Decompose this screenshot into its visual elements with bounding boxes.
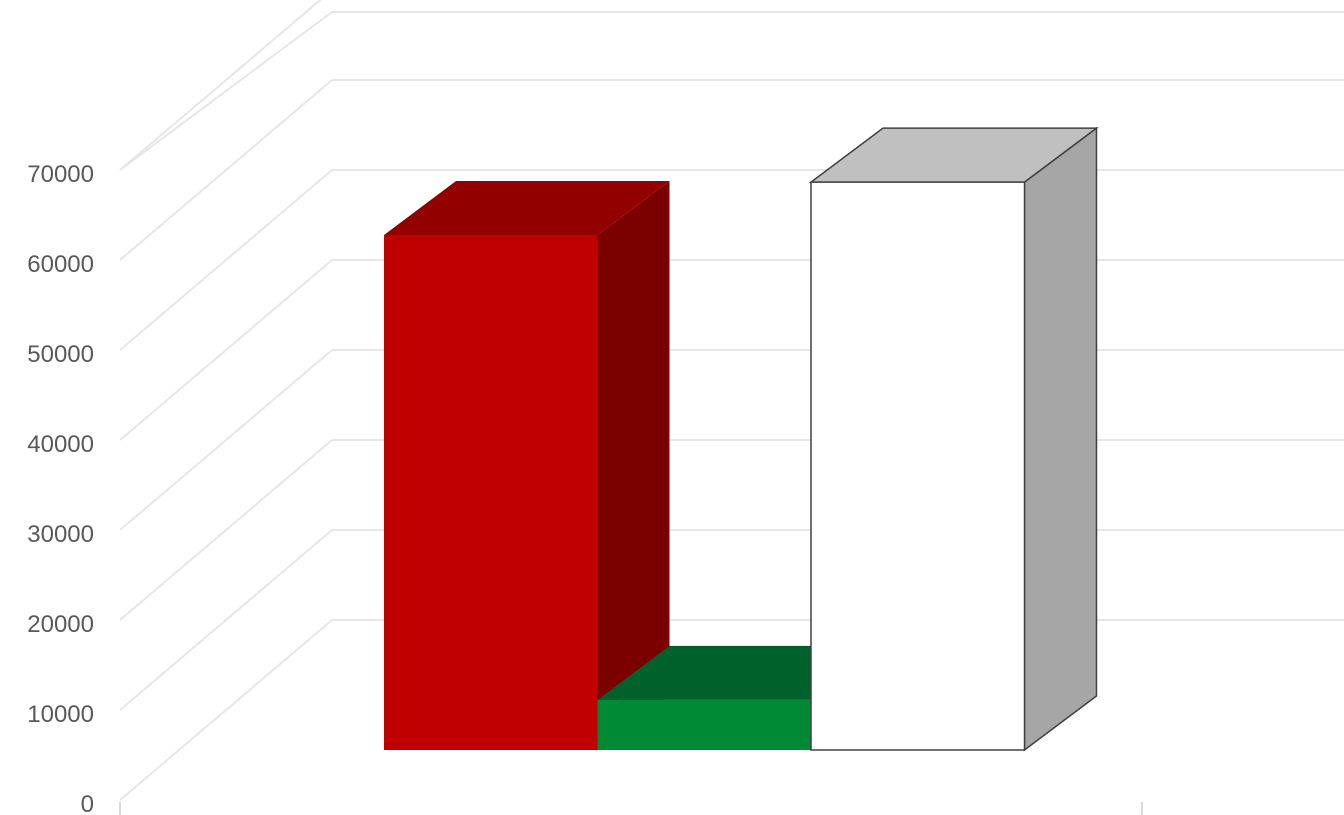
y-tick-label: 70000 bbox=[27, 161, 94, 188]
bar-top-face bbox=[384, 181, 670, 235]
y-tick-label: 60000 bbox=[27, 251, 94, 278]
y-tick-label: 50000 bbox=[27, 341, 94, 368]
y-tick-label: 30000 bbox=[27, 521, 94, 548]
bar-series-1 bbox=[384, 181, 670, 750]
side-gridline bbox=[119, 259, 333, 441]
y-tick-label: 20000 bbox=[27, 611, 94, 638]
side-gridline-top bbox=[119, 11, 333, 171]
bar-side-face bbox=[597, 181, 670, 750]
bar-series-3 bbox=[808, 126, 1099, 752]
y-axis: 0 10000 20000 30000 40000 50000 60000 70000 bbox=[27, 161, 1143, 815]
side-gridline bbox=[119, 529, 333, 711]
y-tick-label: 10000 bbox=[27, 701, 94, 728]
bar-side-face bbox=[1023, 126, 1098, 752]
y-tick-label: 40000 bbox=[27, 431, 94, 458]
side-gridline bbox=[119, 349, 333, 531]
side-gridline bbox=[119, 169, 333, 351]
bars bbox=[384, 126, 1099, 752]
bar-front-face bbox=[810, 181, 1026, 751]
bar-front-face bbox=[384, 235, 598, 750]
y-tick-label: 0 bbox=[81, 791, 94, 815]
side-gridline bbox=[119, 79, 333, 261]
side-gridline bbox=[119, 0, 322, 171]
side-gridline bbox=[119, 619, 333, 801]
bar-front-face bbox=[597, 699, 811, 750]
side-gridline bbox=[119, 439, 333, 621]
